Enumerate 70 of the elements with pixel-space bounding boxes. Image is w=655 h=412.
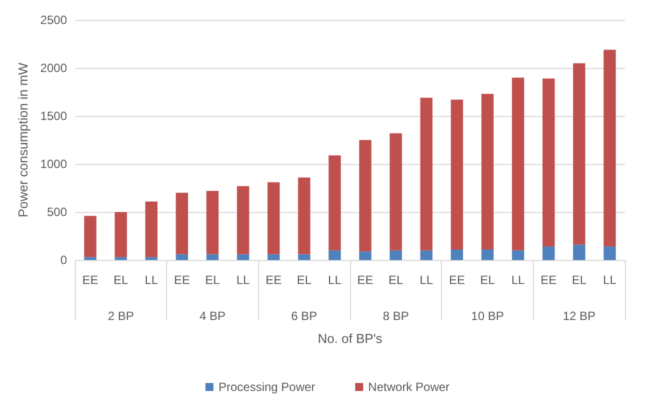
text: 10 BP — [471, 309, 504, 323]
bar — [420, 250, 432, 260]
x-tick-label: EL — [296, 273, 312, 287]
bar — [390, 133, 402, 250]
x-tick-label: EE — [266, 273, 282, 287]
text: 4 BP — [199, 309, 226, 323]
x-tick-label: EL — [113, 273, 128, 287]
bar — [604, 50, 616, 247]
y-tick-label: 2000 — [40, 61, 68, 75]
x-tick-label: LL — [603, 273, 617, 287]
bar — [390, 250, 402, 260]
bar — [176, 192, 188, 254]
y-tick-label: 0 — [60, 253, 68, 267]
bar — [298, 177, 310, 254]
bar — [542, 246, 555, 260]
bar — [268, 254, 280, 260]
bar — [84, 216, 96, 258]
bar — [206, 190, 219, 254]
x-tick-label: EE — [448, 273, 465, 287]
bar — [236, 254, 250, 260]
x-tick-label: LL — [420, 273, 434, 287]
bar — [114, 257, 127, 260]
bar — [206, 254, 219, 260]
bar — [604, 246, 616, 260]
x-tick-label: EE — [82, 273, 98, 287]
y-tick-label: 500 — [46, 205, 68, 219]
x-tick-label: LL — [236, 273, 250, 287]
bar — [268, 182, 280, 254]
bar — [420, 98, 432, 250]
y-tick-label: 1000 — [40, 157, 68, 171]
text: 6 BP — [291, 309, 318, 323]
bar — [359, 140, 372, 252]
bar — [176, 254, 188, 260]
y-axis-title: Power consumption in mW — [15, 62, 30, 218]
bar — [328, 155, 341, 250]
x-tick-label: EL — [572, 273, 587, 287]
x-tick-label: EL — [480, 273, 496, 287]
bar — [359, 251, 372, 260]
bar — [145, 201, 158, 258]
x-tick-label: LL — [144, 273, 158, 287]
text: 8 BP — [382, 309, 409, 323]
y-tick-label: 2500 — [40, 13, 68, 27]
x-tick-label: EL — [205, 273, 220, 287]
bar — [512, 250, 524, 260]
text: 2 BP — [108, 309, 134, 323]
x-tick-label: EE — [540, 273, 557, 287]
y-tick-label: 1500 — [40, 109, 68, 123]
x-tick-label: EE — [357, 273, 374, 287]
bar — [573, 244, 586, 260]
bar — [481, 249, 494, 260]
x-axis-title: No. of BP's — [318, 331, 383, 346]
bar — [512, 78, 524, 250]
bar — [450, 100, 464, 250]
bar — [84, 257, 96, 260]
legend-label: Processing Power — [218, 380, 316, 394]
bar — [145, 257, 158, 260]
bar — [328, 250, 341, 260]
bar — [450, 249, 464, 260]
bar — [114, 212, 127, 258]
bar — [481, 94, 494, 250]
legend-label: Network Power — [368, 380, 450, 394]
bar — [573, 63, 586, 245]
bar — [542, 78, 555, 247]
x-tick-label: LL — [328, 273, 342, 287]
bar — [236, 186, 250, 254]
x-tick-label: EL — [388, 273, 404, 287]
x-tick-label: LL — [511, 273, 526, 287]
text: 12 BP — [562, 309, 596, 323]
x-tick-label: EE — [174, 273, 190, 287]
bar — [298, 254, 310, 260]
